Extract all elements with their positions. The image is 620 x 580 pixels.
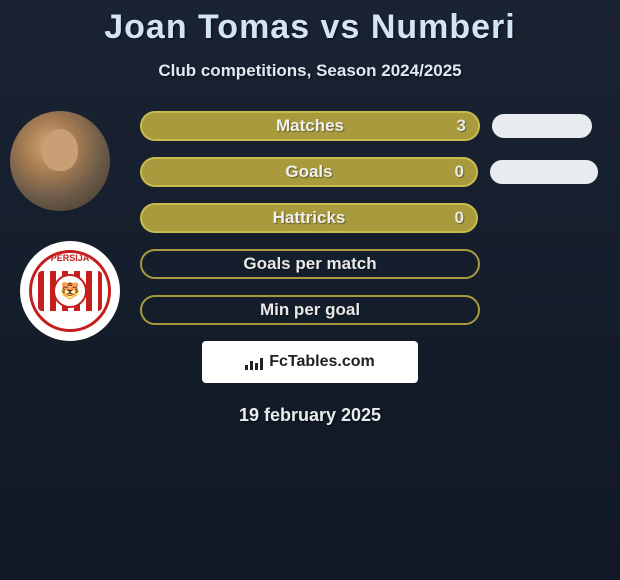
stat-row-goals-per-match: Goals per match [140, 249, 600, 279]
stat-row-matches: Matches 3 [140, 111, 600, 141]
subtitle: Club competitions, Season 2024/2025 [0, 61, 620, 81]
stat-value: 3 [457, 116, 466, 136]
logo-text: FcTables.com [269, 353, 375, 371]
stat-row-goals: Goals 0 [140, 157, 600, 187]
page-title: Joan Tomas vs Numberi [0, 0, 620, 47]
stat-value: 0 [455, 208, 464, 228]
stat-pill-right [490, 160, 598, 184]
stat-row-min-per-goal: Min per goal [140, 295, 600, 325]
stat-row-hattricks: Hattricks 0 [140, 203, 600, 233]
stat-label: Goals per match [243, 254, 376, 274]
badge-top-text: PERSIJA [32, 251, 108, 273]
stat-pill-left: Goals per match [140, 249, 480, 279]
club-badge: PERSIJA 🐯 [20, 241, 120, 341]
badge-emblem-icon: 🐯 [60, 281, 80, 301]
stat-value: 0 [455, 162, 464, 182]
stat-pill-left: Matches 3 [140, 111, 480, 141]
stat-label: Hattricks [273, 208, 346, 228]
stat-pill-left: Goals 0 [140, 157, 478, 187]
stat-pill-left: Hattricks 0 [140, 203, 478, 233]
comparison-content: PERSIJA 🐯 Matches 3 Goals 0 Hattricks 0 [0, 111, 620, 426]
stat-pill-left: Min per goal [140, 295, 480, 325]
stat-label: Min per goal [260, 300, 360, 320]
logo-chart-icon [245, 354, 265, 370]
source-logo: FcTables.com [202, 341, 418, 383]
stat-label: Matches [276, 116, 344, 136]
stat-pill-right [492, 114, 592, 138]
stat-label: Goals [285, 162, 332, 182]
player-avatar [10, 111, 110, 211]
stat-rows: Matches 3 Goals 0 Hattricks 0 Goals per … [140, 111, 600, 325]
date-label: 19 february 2025 [0, 405, 620, 426]
